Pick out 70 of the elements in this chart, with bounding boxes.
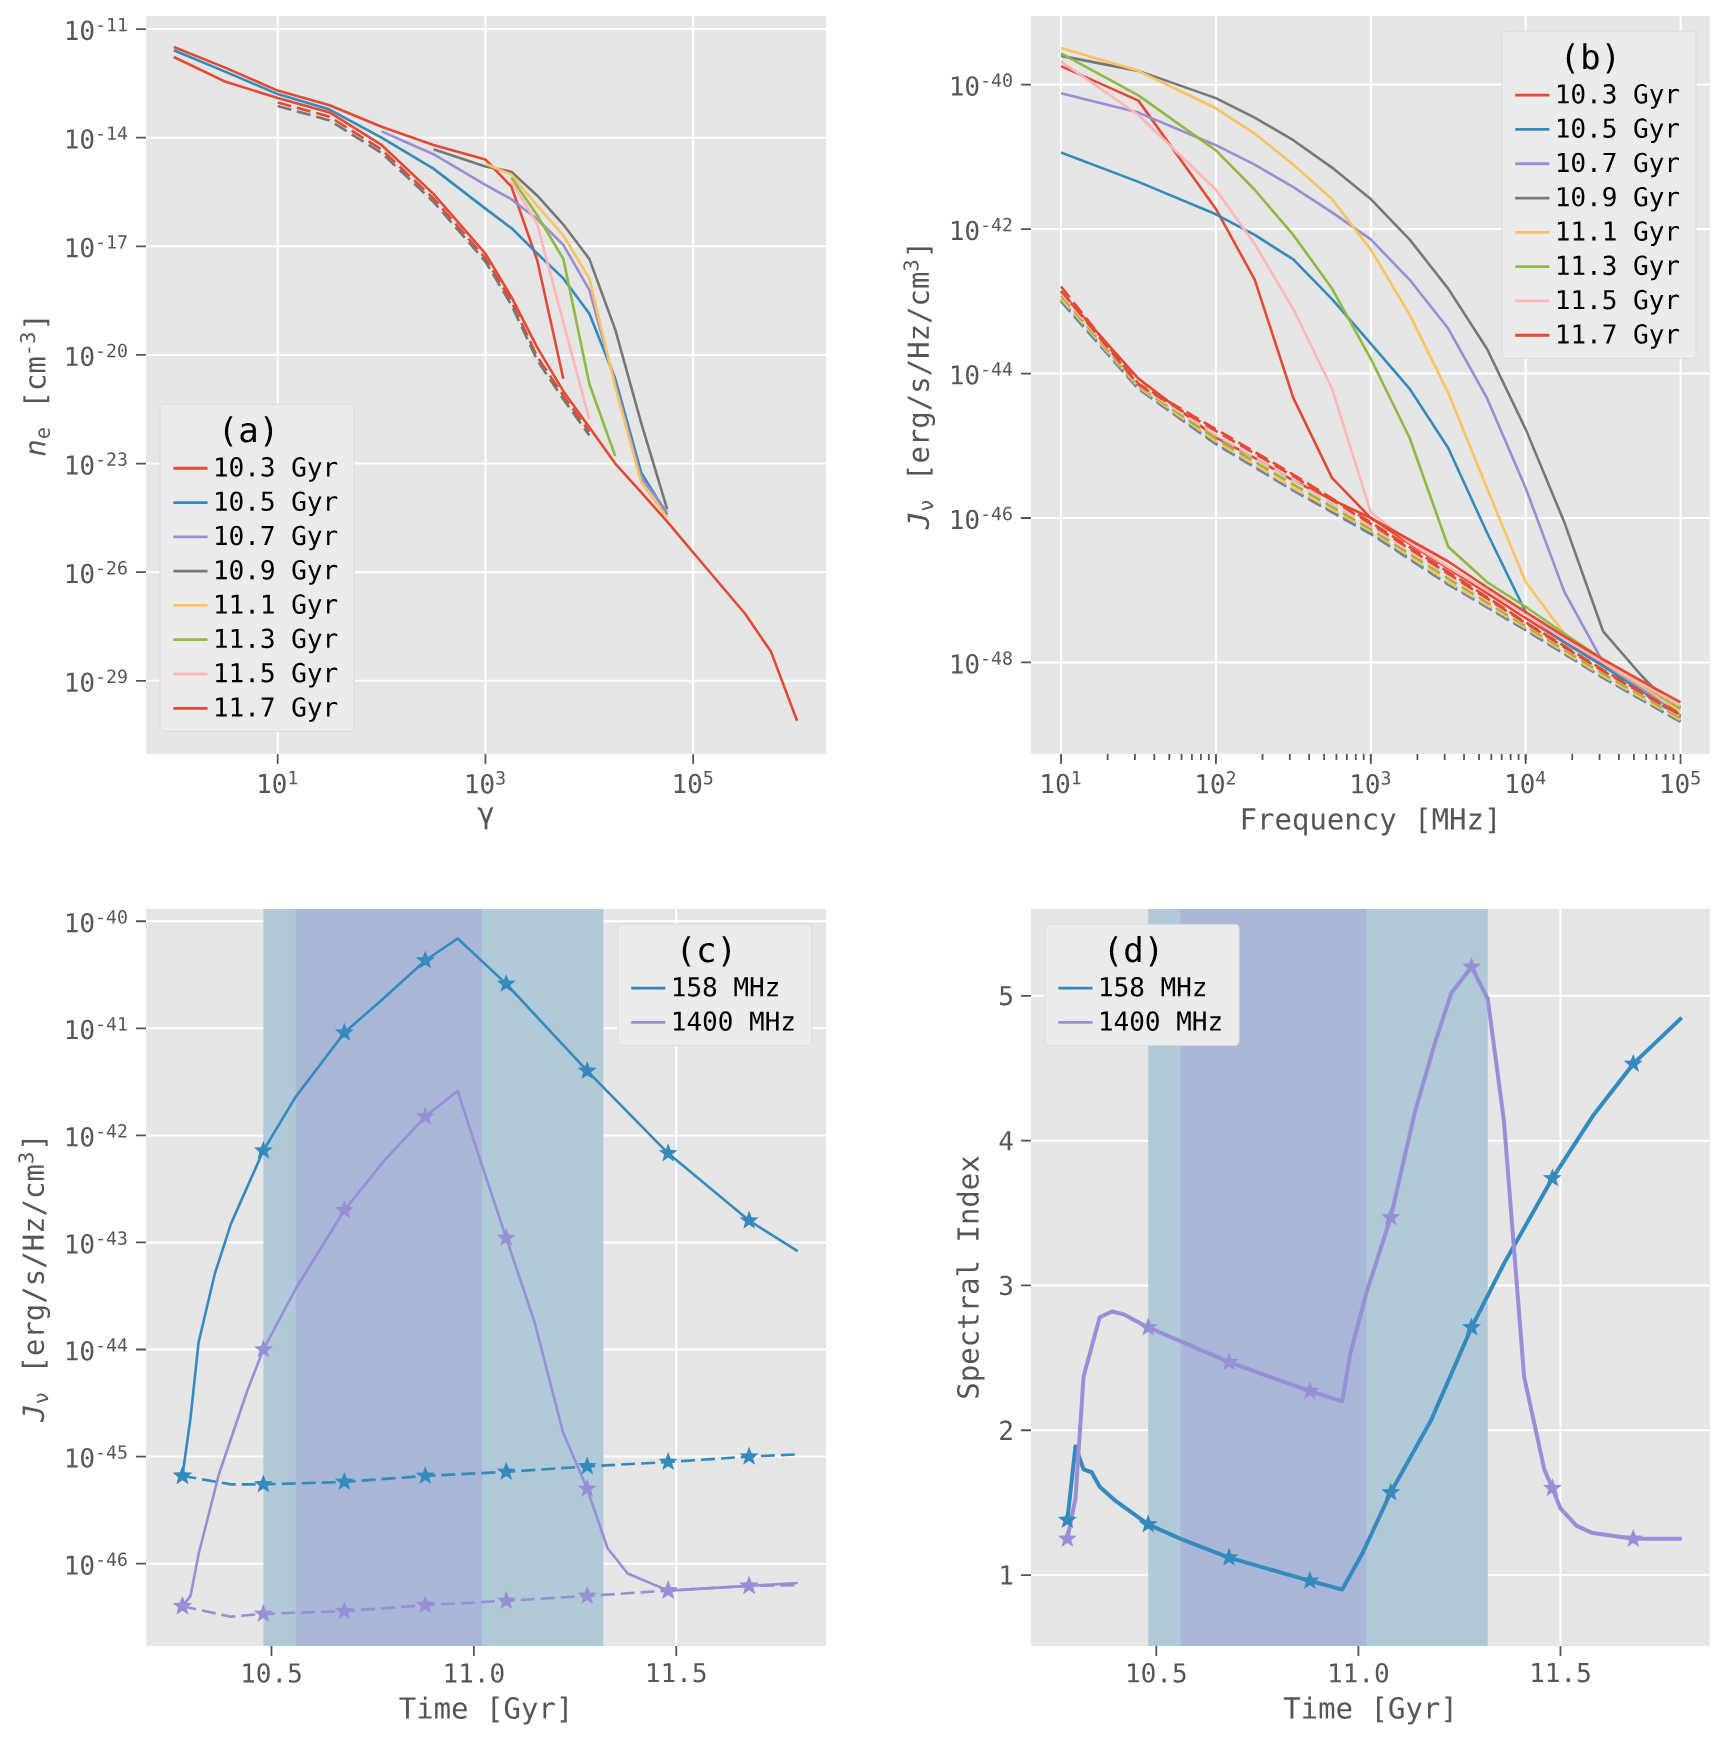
legend-label: 10.7 Gyr	[216, 525, 338, 551]
y-tick-label: 10$^{-45}$	[66, 1445, 127, 1468]
x-tick-label: 10$^{3}$	[466, 771, 505, 794]
y-tick-label: 2	[1000, 1420, 1012, 1440]
x-tick-label: 10$^{3}$	[1352, 771, 1391, 794]
legend-label: 158 MHz	[1101, 976, 1206, 997]
legend-label: 1400 MHz	[673, 1011, 794, 1031]
x-tick-label: 10$^{1}$	[1042, 771, 1081, 794]
y-tick-label: 10$^{-46}$	[66, 1552, 127, 1575]
x-tick-label: 10$^{5}$	[1662, 771, 1700, 794]
y-tick-label: 10$^{-23}$	[66, 452, 127, 475]
y-tick-label: 10$^{-46}$	[951, 506, 1012, 530]
y-tick-label: 10$^{-17}$	[66, 235, 127, 258]
x-tick-label: 10.5	[243, 1663, 301, 1683]
x-tick-label: 10$^{4}$	[1507, 771, 1546, 794]
legend-label: 158 MHz	[673, 977, 778, 997]
text: J$_{ν}$ [erg/s/Hz/cm$^{3}$]	[903, 247, 936, 530]
legend-label: 10.9 Gyr	[216, 559, 338, 585]
text: J$_{ν}$ [erg/s/Hz/cm$^{3}$]	[18, 1139, 51, 1423]
legend-label: 11.1 Gyr	[1557, 221, 1680, 246]
y-tick-label: 3	[1000, 1275, 1012, 1296]
text: n$_{e}$ [cm$^{-3}$]	[19, 319, 51, 456]
y-tick-label: 4	[999, 1131, 1013, 1151]
legend-label: 10.7 Gyr	[1557, 152, 1680, 178]
x-tick-label: 10$^{1}$	[259, 771, 298, 794]
legend-label: 10.3 Gyr	[1557, 84, 1680, 109]
x-axis-title: γ	[477, 807, 494, 830]
x-tick-label: 10.5	[1128, 1663, 1186, 1683]
y-tick-label: 10$^{-48}$	[951, 651, 1012, 674]
y-tick-label: 1	[1001, 1565, 1013, 1585]
legend-label: 1400 MHz	[1101, 1011, 1221, 1031]
y-tick-label: 10$^{-20}$	[66, 343, 127, 367]
legend-label: 11.7 Gyr	[1557, 324, 1680, 349]
y-tick-label: 5	[1000, 986, 1012, 1006]
x-tick-label: 11.5	[648, 1663, 706, 1683]
y-tick-label: 10$^{-44}$	[66, 1338, 128, 1361]
legend-title: (b)	[1566, 43, 1614, 74]
y-axis-title: Spectral Index	[956, 1156, 985, 1398]
legend-label: 11.5 Gyr	[216, 662, 338, 688]
legend-label: 11.1 Gyr	[216, 594, 338, 619]
x-tick-label: 10$^{5}$	[674, 771, 713, 794]
x-axis-title: Time [Gyr]	[1283, 1696, 1452, 1725]
y-tick-label: 10$^{-14}$	[66, 126, 128, 149]
y-tick-label: 10$^{-40}$	[66, 909, 127, 933]
legend-title: (a)	[224, 416, 273, 447]
x-tick-label: 10$^{2}$	[1197, 771, 1235, 794]
x-tick-label: 11.5	[1532, 1663, 1590, 1683]
legend-label: 10.5 Gyr	[216, 491, 338, 517]
y-tick-label: 10$^{-40}$	[951, 73, 1012, 96]
legend-label: 11.5 Gyr	[1557, 289, 1680, 315]
y-tick-label: 10$^{-26}$	[66, 560, 127, 584]
legend-label: 11.3 Gyr	[1557, 255, 1680, 281]
legend-label: 11.3 Gyr	[216, 628, 338, 654]
y-tick-label: 10$^{-29}$	[66, 669, 127, 693]
legend-label: 10.9 Gyr	[1557, 186, 1680, 212]
x-axis-title: Time [Gyr]	[399, 1696, 567, 1725]
legend-label: 11.7 Gyr	[216, 697, 338, 722]
x-tick-label: 11.0	[1330, 1663, 1388, 1683]
x-axis-title: Frequency [MHz]	[1242, 807, 1495, 836]
y-tick-label: 10$^{-42}$	[951, 217, 1012, 241]
legend-label: 10.5 Gyr	[1557, 118, 1680, 144]
y-tick-label: 10$^{-43}$	[66, 1231, 127, 1254]
legend-title: (d)	[1109, 936, 1158, 967]
legend-title: (c)	[682, 936, 730, 967]
y-tick-label: 10$^{-11}$	[66, 17, 127, 41]
x-tick-label: 11.0	[445, 1663, 504, 1683]
y-tick-label: 10$^{-44}$	[951, 362, 1013, 385]
y-tick-label: 10$^{-41}$	[66, 1017, 127, 1040]
legend-label: 10.3 Gyr	[216, 457, 338, 482]
y-tick-label: 10$^{-42}$	[66, 1124, 127, 1147]
